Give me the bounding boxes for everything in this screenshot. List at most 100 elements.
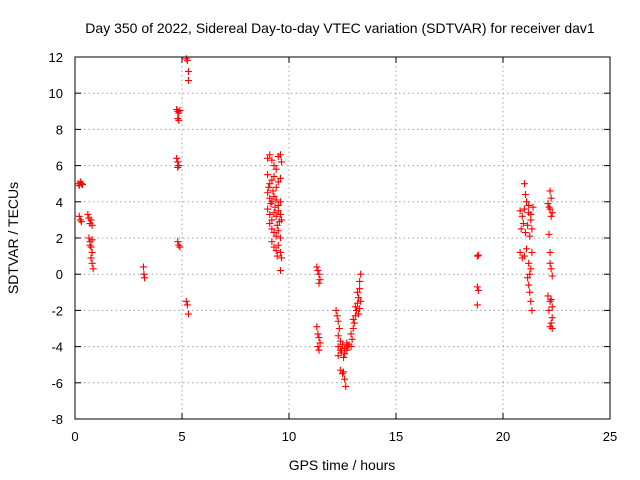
- data-point: [473, 283, 481, 291]
- y-tick-label: -8: [51, 412, 63, 427]
- data-point: [174, 163, 182, 171]
- data-point: [527, 297, 535, 305]
- data-point: [546, 187, 554, 195]
- data-point: [548, 209, 556, 217]
- data-point: [272, 183, 280, 191]
- data-point: [266, 220, 274, 228]
- data-point: [176, 106, 184, 114]
- data-point: [516, 248, 524, 256]
- data-point: [77, 180, 85, 188]
- y-tick-label: 10: [49, 86, 63, 101]
- data-point: [547, 265, 555, 273]
- data-point: [519, 220, 527, 228]
- data-point: [527, 265, 535, 273]
- data-point: [267, 200, 275, 208]
- data-point: [84, 210, 92, 218]
- data-point: [524, 274, 532, 282]
- data-point: [357, 297, 365, 305]
- data-point: [184, 310, 192, 318]
- y-tick-label: -4: [51, 340, 63, 355]
- data-point: [87, 216, 95, 224]
- data-point: [75, 212, 83, 220]
- data-point: [527, 210, 535, 218]
- data-point: [313, 323, 321, 331]
- data-point: [139, 263, 147, 271]
- x-tick-label: 10: [282, 429, 296, 444]
- y-axis-label: SDTVAR / TECUs: [5, 182, 21, 294]
- data-point: [276, 234, 284, 242]
- data-point: [270, 162, 278, 170]
- data-point: [341, 375, 349, 383]
- data-point: [356, 285, 364, 293]
- data-point: [516, 207, 524, 215]
- data-point: [316, 339, 324, 347]
- data-point: [547, 296, 555, 304]
- data-point: [351, 303, 359, 311]
- data-point: [85, 234, 93, 242]
- data-point: [183, 57, 191, 65]
- data-point: [182, 55, 190, 63]
- data-point: [270, 243, 278, 251]
- data-point: [334, 317, 342, 325]
- y-tick-label: 0: [56, 267, 63, 282]
- data-point: [273, 221, 281, 229]
- data-point: [315, 346, 323, 354]
- data-point: [316, 276, 324, 284]
- data-point: [86, 241, 94, 249]
- data-point: [526, 270, 534, 278]
- data-point: [315, 279, 323, 287]
- data-point: [518, 212, 526, 220]
- x-tick-label: 5: [178, 429, 185, 444]
- x-tick-label: 25: [603, 429, 617, 444]
- data-point: [272, 196, 280, 204]
- data-point: [353, 288, 361, 296]
- data-point: [274, 227, 282, 235]
- data-point: [275, 218, 283, 226]
- data-point: [526, 288, 534, 296]
- data-point: [315, 270, 323, 278]
- data-point: [349, 325, 357, 332]
- data-point: [314, 343, 322, 351]
- data-point: [266, 210, 274, 218]
- data-point: [548, 325, 556, 332]
- axis-ticks: 0 5 10 15 20 25 -8 -6 -4 -2 0 2 4 6 8 10 12: [49, 50, 618, 444]
- data-point: [174, 238, 182, 246]
- data-point: [336, 337, 344, 345]
- data-point: [520, 205, 528, 213]
- data-point: [268, 225, 276, 233]
- x-tick-label: 20: [496, 429, 510, 444]
- data-point: [268, 216, 276, 224]
- data-point: [264, 171, 272, 179]
- data-point: [175, 116, 183, 124]
- data-point: [78, 181, 86, 189]
- data-point: [270, 192, 278, 200]
- data-point: [341, 350, 349, 358]
- data-point: [264, 154, 272, 162]
- data-point: [547, 319, 555, 327]
- data-point: [264, 205, 272, 213]
- data-point: [88, 236, 96, 244]
- data-point: [183, 301, 191, 309]
- data-point: [278, 158, 286, 166]
- data-point: [334, 352, 342, 360]
- data-point: [548, 272, 556, 280]
- data-point: [545, 203, 553, 211]
- data-point: [272, 165, 280, 173]
- data-point: [141, 274, 149, 282]
- data-point: [270, 229, 278, 237]
- x-axis-label: GPS time / hours: [289, 457, 396, 473]
- data-point: [342, 382, 350, 390]
- data-point: [173, 154, 181, 162]
- data-point: [520, 252, 528, 260]
- data-point: [473, 301, 481, 309]
- data-point: [520, 180, 528, 188]
- data-point: [525, 259, 533, 267]
- data-point: [276, 267, 284, 275]
- data-point: [343, 346, 351, 354]
- data-point: [521, 229, 529, 237]
- y-tick-label: 12: [49, 50, 63, 65]
- data-point: [88, 259, 96, 267]
- data-point: [335, 325, 343, 332]
- data-point: [525, 201, 533, 209]
- data-point: [274, 178, 282, 186]
